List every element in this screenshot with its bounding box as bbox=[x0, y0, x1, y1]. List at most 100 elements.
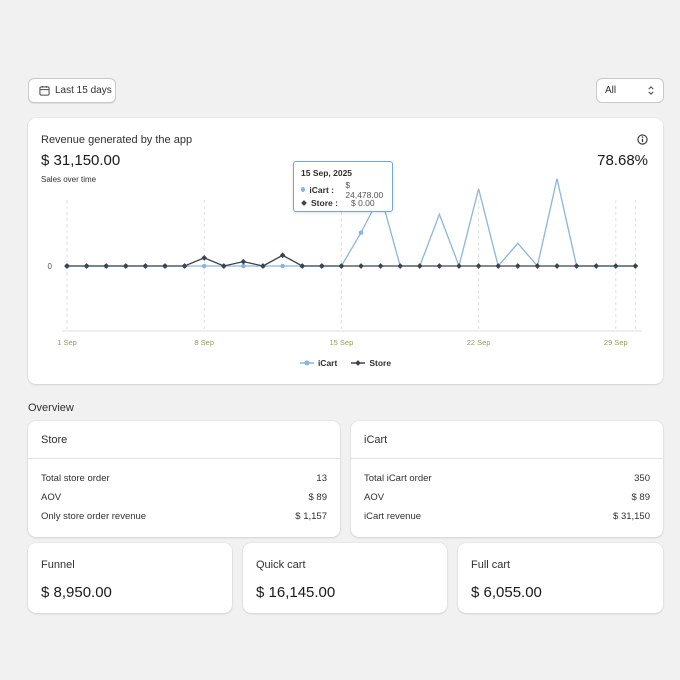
tooltip-label: iCart : bbox=[309, 184, 334, 195]
info-icon[interactable] bbox=[637, 134, 648, 145]
filter-select[interactable]: All bbox=[596, 78, 664, 103]
data-point-store bbox=[475, 263, 482, 269]
select-chevron-icon bbox=[648, 86, 654, 95]
data-point-store bbox=[593, 263, 600, 269]
data-point-icart bbox=[241, 263, 246, 269]
x-tick-label: 15 Sep bbox=[330, 338, 354, 347]
date-range-button[interactable]: Last 15 days bbox=[28, 78, 116, 103]
funnel-title: Funnel bbox=[41, 559, 75, 571]
data-point-store bbox=[397, 263, 404, 269]
chart-legend: iCart Store bbox=[28, 358, 663, 368]
revenue-percentage: 78.68% bbox=[597, 152, 648, 169]
stat-label: AOV bbox=[41, 492, 62, 503]
quick-cart-card: Quick cart $ 16,145.00 bbox=[243, 543, 447, 613]
y-tick-label: 0 bbox=[48, 262, 53, 271]
date-range-label: Last 15 days bbox=[55, 85, 112, 96]
stat-row: AOV $ 89 bbox=[28, 488, 340, 507]
overview-heading: Overview bbox=[28, 402, 74, 414]
store-diamond-icon bbox=[301, 199, 307, 206]
tooltip-date: 15 Sep, 2025 bbox=[301, 168, 353, 178]
revenue-title: Revenue generated by the app bbox=[41, 134, 193, 146]
data-point-store bbox=[162, 263, 168, 269]
tooltip-label: Store : bbox=[311, 197, 338, 208]
legend-label: iCart bbox=[317, 358, 338, 368]
revenue-card: Revenue generated by the app $ 31,150.00… bbox=[28, 118, 663, 384]
data-point-store bbox=[279, 252, 286, 259]
data-point-store bbox=[142, 263, 149, 269]
data-point-store bbox=[220, 263, 227, 269]
data-point-store bbox=[554, 263, 560, 269]
legend-item-store[interactable]: Store bbox=[351, 358, 391, 368]
icart-card: iCart Total iCart order 350 AOV $ 89 iCa… bbox=[351, 421, 663, 537]
series-line-store bbox=[67, 254, 636, 267]
data-point-store bbox=[201, 255, 208, 261]
filter-select-value: All bbox=[605, 85, 617, 96]
chart-tooltip: 15 Sep, 2025 iCart : $ 24,478.00 Store :… bbox=[293, 161, 393, 212]
x-tick-label: 22 Sep bbox=[467, 338, 491, 347]
legend-item-icart[interactable]: iCart bbox=[299, 358, 338, 368]
data-point-store bbox=[299, 263, 306, 269]
stat-value: 13 bbox=[316, 473, 327, 484]
stat-value: $ 1,157 bbox=[295, 511, 327, 522]
calendar-icon bbox=[39, 85, 50, 96]
stat-label: Total iCart order bbox=[364, 473, 432, 484]
legend-label: Store bbox=[369, 358, 392, 368]
icart-dot-icon bbox=[301, 187, 306, 192]
stat-value: 350 bbox=[634, 473, 650, 484]
data-point-store bbox=[358, 263, 364, 269]
tooltip-value: $ 24,478.00 bbox=[345, 179, 384, 200]
stat-row: AOV $ 89 bbox=[351, 488, 663, 507]
data-point-store bbox=[632, 263, 639, 269]
data-point-store bbox=[495, 263, 502, 269]
x-tick-label: 29 Sep bbox=[604, 338, 628, 347]
stat-label: Total store order bbox=[41, 473, 110, 484]
tooltip-row-store: Store : $ 0.00 bbox=[301, 196, 385, 209]
stat-label: Only store order revenue bbox=[41, 511, 147, 522]
data-point-store bbox=[122, 263, 129, 269]
revenue-subtitle: Sales over time bbox=[41, 175, 97, 184]
revenue-chart[interactable]: 0 1 Sep 8 Sep 15 Sep 22 Sep 29 Sep bbox=[28, 118, 663, 384]
stat-row: Total store order 13 bbox=[28, 469, 340, 488]
data-point-store bbox=[338, 263, 345, 269]
stat-value: $ 89 bbox=[308, 492, 328, 503]
x-tick-label: 8 Sep bbox=[194, 338, 214, 347]
stat-row: iCart revenue $ 31,150 bbox=[351, 507, 663, 526]
data-point-store bbox=[103, 263, 110, 269]
data-point-store bbox=[260, 263, 266, 269]
data-point-store bbox=[612, 263, 619, 269]
data-point-icart bbox=[201, 263, 207, 269]
stat-row: Only store order revenue $ 1,157 bbox=[28, 507, 340, 526]
store-card-title: Store bbox=[28, 421, 340, 459]
quick-cart-value: $ 16,145.00 bbox=[256, 584, 336, 601]
data-point-store bbox=[416, 263, 423, 269]
icart-card-title: iCart bbox=[351, 421, 663, 459]
tooltip-row-icart: iCart : $ 24,478.00 bbox=[301, 180, 385, 200]
data-point-store bbox=[456, 263, 462, 269]
stat-value: $ 31,150 bbox=[613, 511, 650, 522]
full-cart-card: Full cart $ 6,055.00 bbox=[458, 543, 663, 613]
stat-value: $ 89 bbox=[631, 492, 651, 503]
stat-row: Total iCart order 350 bbox=[351, 469, 663, 488]
store-line-icon bbox=[351, 360, 366, 366]
data-point-icart bbox=[280, 263, 285, 269]
full-cart-title: Full cart bbox=[471, 559, 511, 571]
data-point-store bbox=[240, 258, 247, 265]
stat-label: iCart revenue bbox=[364, 511, 422, 522]
data-point-store bbox=[514, 263, 521, 269]
data-point-store bbox=[181, 263, 188, 269]
data-point-store bbox=[64, 263, 70, 269]
stat-label: AOV bbox=[364, 492, 385, 503]
data-point-store bbox=[318, 263, 325, 269]
funnel-card: Funnel $ 8,950.00 bbox=[28, 543, 232, 613]
data-point-icart bbox=[358, 230, 364, 235]
funnel-value: $ 8,950.00 bbox=[41, 584, 112, 601]
quick-cart-title: Quick cart bbox=[256, 559, 306, 571]
store-card: Store Total store order 13 AOV $ 89 Only… bbox=[28, 421, 340, 537]
icart-line-icon bbox=[299, 360, 314, 366]
revenue-total: $ 31,150.00 bbox=[41, 152, 121, 169]
data-point-store bbox=[83, 263, 90, 269]
data-point-store bbox=[436, 263, 443, 269]
data-point-store bbox=[534, 263, 541, 269]
x-tick-label: 1 Sep bbox=[57, 338, 77, 347]
tooltip-value: $ 0.00 bbox=[351, 197, 375, 208]
